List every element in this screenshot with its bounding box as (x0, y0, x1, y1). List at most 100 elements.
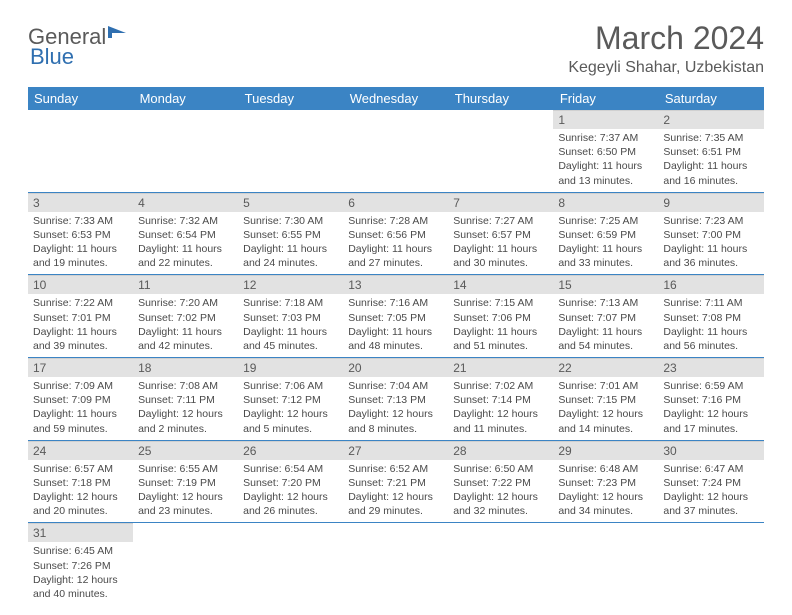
daylight-text: Daylight: 11 hours and 36 minutes. (663, 242, 758, 270)
sunrise-text: Sunrise: 7:30 AM (243, 214, 338, 228)
day-cell: 3Sunrise: 7:33 AMSunset: 6:53 PMDaylight… (28, 192, 133, 275)
day-cell: 21Sunrise: 7:02 AMSunset: 7:14 PMDayligh… (448, 358, 553, 441)
sunrise-text: Sunrise: 7:09 AM (33, 379, 128, 393)
daylight-text: Daylight: 12 hours and 26 minutes. (243, 490, 338, 518)
sunset-text: Sunset: 7:24 PM (663, 476, 758, 490)
month-title: March 2024 (568, 20, 764, 57)
day-cell: 22Sunrise: 7:01 AMSunset: 7:15 PMDayligh… (553, 358, 658, 441)
day-number: 6 (343, 193, 448, 212)
day-cell: 10Sunrise: 7:22 AMSunset: 7:01 PMDayligh… (28, 275, 133, 358)
sunset-text: Sunset: 7:13 PM (348, 393, 443, 407)
day-cell: 4Sunrise: 7:32 AMSunset: 6:54 PMDaylight… (133, 192, 238, 275)
day-info: Sunrise: 7:37 AMSunset: 6:50 PMDaylight:… (553, 129, 658, 192)
day-info: Sunrise: 7:13 AMSunset: 7:07 PMDaylight:… (553, 294, 658, 357)
sunrise-text: Sunrise: 6:54 AM (243, 462, 338, 476)
day-cell: 24Sunrise: 6:57 AMSunset: 7:18 PMDayligh… (28, 440, 133, 523)
sunset-text: Sunset: 6:55 PM (243, 228, 338, 242)
sunset-text: Sunset: 7:08 PM (663, 311, 758, 325)
day-cell: 20Sunrise: 7:04 AMSunset: 7:13 PMDayligh… (343, 358, 448, 441)
sunset-text: Sunset: 7:23 PM (558, 476, 653, 490)
day-number: 20 (343, 358, 448, 377)
day-cell: 18Sunrise: 7:08 AMSunset: 7:11 PMDayligh… (133, 358, 238, 441)
col-thursday: Thursday (448, 87, 553, 110)
sunset-text: Sunset: 6:54 PM (138, 228, 233, 242)
day-number: 12 (238, 275, 343, 294)
day-info: Sunrise: 7:06 AMSunset: 7:12 PMDaylight:… (238, 377, 343, 440)
sunset-text: Sunset: 7:16 PM (663, 393, 758, 407)
day-cell: 19Sunrise: 7:06 AMSunset: 7:12 PMDayligh… (238, 358, 343, 441)
daylight-text: Daylight: 11 hours and 56 minutes. (663, 325, 758, 353)
daylight-text: Daylight: 11 hours and 19 minutes. (33, 242, 128, 270)
week-row: 31Sunrise: 6:45 AMSunset: 7:26 PMDayligh… (28, 523, 764, 605)
sunrise-text: Sunrise: 7:08 AM (138, 379, 233, 393)
logo-text-b: Blue (30, 44, 74, 70)
day-info: Sunrise: 6:54 AMSunset: 7:20 PMDaylight:… (238, 460, 343, 523)
sunrise-text: Sunrise: 7:16 AM (348, 296, 443, 310)
calendar-page: General March 2024 Kegeyli Shahar, Uzbek… (0, 0, 792, 615)
sunrise-text: Sunrise: 7:15 AM (453, 296, 548, 310)
daylight-text: Daylight: 11 hours and 59 minutes. (33, 407, 128, 435)
day-number: 31 (28, 523, 133, 542)
location-text: Kegeyli Shahar, Uzbekistan (568, 59, 764, 77)
sunset-text: Sunset: 7:03 PM (243, 311, 338, 325)
day-cell: 7Sunrise: 7:27 AMSunset: 6:57 PMDaylight… (448, 192, 553, 275)
day-cell: 13Sunrise: 7:16 AMSunset: 7:05 PMDayligh… (343, 275, 448, 358)
day-cell (343, 110, 448, 192)
day-info: Sunrise: 6:55 AMSunset: 7:19 PMDaylight:… (133, 460, 238, 523)
day-cell: 14Sunrise: 7:15 AMSunset: 7:06 PMDayligh… (448, 275, 553, 358)
day-number: 3 (28, 193, 133, 212)
col-friday: Friday (553, 87, 658, 110)
day-number: 9 (658, 193, 763, 212)
day-cell: 27Sunrise: 6:52 AMSunset: 7:21 PMDayligh… (343, 440, 448, 523)
daylight-text: Daylight: 11 hours and 39 minutes. (33, 325, 128, 353)
sunrise-text: Sunrise: 6:55 AM (138, 462, 233, 476)
sunrise-text: Sunrise: 7:06 AM (243, 379, 338, 393)
day-number: 30 (658, 441, 763, 460)
sunset-text: Sunset: 7:06 PM (453, 311, 548, 325)
day-info: Sunrise: 7:18 AMSunset: 7:03 PMDaylight:… (238, 294, 343, 357)
day-number: 13 (343, 275, 448, 294)
flag-icon (108, 20, 128, 46)
day-info: Sunrise: 7:33 AMSunset: 6:53 PMDaylight:… (28, 212, 133, 275)
day-number: 1 (553, 110, 658, 129)
day-number: 7 (448, 193, 553, 212)
day-info: Sunrise: 7:28 AMSunset: 6:56 PMDaylight:… (343, 212, 448, 275)
day-info: Sunrise: 7:16 AMSunset: 7:05 PMDaylight:… (343, 294, 448, 357)
day-number: 22 (553, 358, 658, 377)
day-cell (28, 110, 133, 192)
day-cell: 16Sunrise: 7:11 AMSunset: 7:08 PMDayligh… (658, 275, 763, 358)
day-number: 5 (238, 193, 343, 212)
sunrise-text: Sunrise: 7:32 AM (138, 214, 233, 228)
day-info: Sunrise: 6:52 AMSunset: 7:21 PMDaylight:… (343, 460, 448, 523)
day-number: 14 (448, 275, 553, 294)
sunrise-text: Sunrise: 6:45 AM (33, 544, 128, 558)
day-cell: 5 Sunrise: 7:30 AMSunset: 6:55 PMDaylight… (238, 192, 343, 275)
day-info: Sunrise: 6:57 AMSunset: 7:18 PMDaylight:… (28, 460, 133, 523)
sunrise-text: Sunrise: 7:18 AM (243, 296, 338, 310)
sunset-text: Sunset: 6:51 PM (663, 145, 758, 159)
sunrise-text: Sunrise: 6:52 AM (348, 462, 443, 476)
page-header: General March 2024 Kegeyli Shahar, Uzbek… (28, 20, 764, 79)
sunset-text: Sunset: 7:12 PM (243, 393, 338, 407)
day-info: Sunrise: 7:27 AMSunset: 6:57 PMDaylight:… (448, 212, 553, 275)
daylight-text: Daylight: 12 hours and 40 minutes. (33, 573, 128, 601)
daylight-text: Daylight: 12 hours and 17 minutes. (663, 407, 758, 435)
sunrise-text: Sunrise: 6:47 AM (663, 462, 758, 476)
day-number: 2 (658, 110, 763, 129)
sunrise-text: Sunrise: 7:37 AM (558, 131, 653, 145)
day-cell (238, 110, 343, 192)
day-cell: 17Sunrise: 7:09 AMSunset: 7:09 PMDayligh… (28, 358, 133, 441)
sunrise-text: Sunrise: 7:22 AM (33, 296, 128, 310)
day-info: Sunrise: 7:04 AMSunset: 7:13 PMDaylight:… (343, 377, 448, 440)
daylight-text: Daylight: 12 hours and 14 minutes. (558, 407, 653, 435)
day-info: Sunrise: 6:47 AMSunset: 7:24 PMDaylight:… (658, 460, 763, 523)
sunset-text: Sunset: 7:05 PM (348, 311, 443, 325)
day-info: Sunrise: 6:48 AMSunset: 7:23 PMDaylight:… (553, 460, 658, 523)
sunrise-text: Sunrise: 6:50 AM (453, 462, 548, 476)
day-number: 24 (28, 441, 133, 460)
daylight-text: Daylight: 12 hours and 2 minutes. (138, 407, 233, 435)
day-cell (448, 523, 553, 605)
daylight-text: Daylight: 11 hours and 24 minutes. (243, 242, 338, 270)
sunset-text: Sunset: 7:20 PM (243, 476, 338, 490)
day-number: 8 (553, 193, 658, 212)
